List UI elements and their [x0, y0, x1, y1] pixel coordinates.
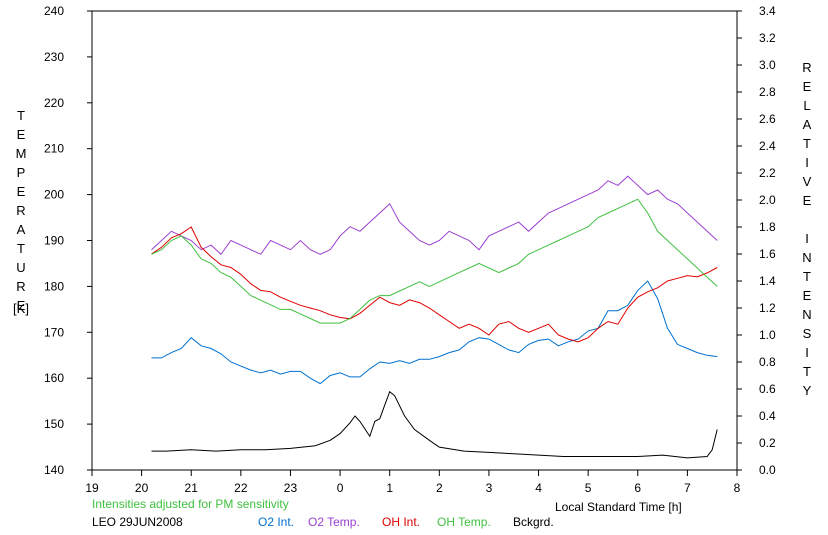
x-tick-label: 23	[284, 481, 298, 495]
right-tick-label: 1.8	[759, 220, 776, 234]
x-axis-ticks: 19 20 21 22 23 0 1 2 3 4 5 6 7 8	[85, 470, 741, 495]
left-tick-label: 200	[44, 188, 64, 202]
left-tick-label: 140	[44, 463, 64, 477]
x-tick-label: 7	[684, 481, 691, 495]
x-tick-label: 8	[734, 481, 741, 495]
right-tick-label: 0.4	[759, 409, 776, 423]
left-tick-label: 170	[44, 325, 64, 339]
right-tick-label: 0.8	[759, 355, 776, 369]
right-tick-label: 0.0	[759, 463, 776, 477]
left-tick-label: 150	[44, 417, 64, 431]
right-tick-label: 3.4	[759, 4, 776, 18]
right-tick-label: 0.2	[759, 436, 776, 450]
x-tick-label: 1	[386, 481, 393, 495]
station-label: LEO 29JUN2008	[92, 515, 183, 529]
legend-oh-temp: OH Temp.	[437, 515, 491, 529]
right-tick-label: 1.2	[759, 301, 776, 315]
legend-o2-int: O2 Int.	[258, 515, 295, 529]
x-tick-label: 20	[135, 481, 149, 495]
right-tick-label: 2.2	[759, 166, 776, 180]
x-tick-label: 4	[535, 481, 542, 495]
x-tick-label: 6	[634, 481, 641, 495]
x-tick-label: 0	[337, 481, 344, 495]
series-line-oh-int	[151, 226, 718, 343]
left-tick-label: 160	[44, 371, 64, 385]
left-tick-label: 220	[44, 96, 64, 110]
right-tick-label: 2.0	[759, 193, 776, 207]
x-tick-label: 19	[85, 481, 99, 495]
right-tick-label: 0.6	[759, 382, 776, 396]
right-tick-label: 2.8	[759, 85, 776, 99]
left-axis-unit: [K]	[13, 301, 29, 316]
right-tick-label: 3.2	[759, 31, 776, 45]
right-tick-label: 3.0	[759, 58, 776, 72]
x-tick-label: 22	[234, 481, 248, 495]
right-tick-label: 1.6	[759, 247, 776, 261]
series-line-oh-temp	[151, 198, 718, 324]
plot-frame	[91, 10, 738, 471]
x-tick-label: 5	[585, 481, 592, 495]
right-tick-label: 1.4	[759, 274, 776, 288]
x-tick-label: 21	[185, 481, 199, 495]
right-tick-label: 2.6	[759, 112, 776, 126]
legend-o2-temp: O2 Temp.	[308, 515, 360, 529]
legend-oh-int: OH Int.	[382, 515, 421, 529]
left-tick-label: 230	[44, 50, 64, 64]
left-tick-label: 180	[44, 279, 64, 293]
note-label: Intensities adjusted for PM sensitivity	[92, 497, 289, 511]
series-layer	[151, 175, 718, 459]
right-tick-label: 1.0	[759, 328, 776, 342]
x-tick-label: 3	[486, 481, 493, 495]
x-axis-label: Local Standard Time [h]	[555, 500, 682, 514]
legend-bckgrd: Bckgrd.	[513, 515, 554, 529]
left-tick-label: 190	[44, 234, 64, 248]
left-axis-ticks: 140 150 160 170 180 190 200 210 220 230 240	[44, 4, 92, 477]
left-tick-label: 240	[44, 4, 64, 18]
left-tick-label: 210	[44, 142, 64, 156]
right-axis-ticks: 0.0 0.2 0.4 0.6 0.8 1.0 1.2 1.4 1.6 1.8 2.0 2.2 2.4 2…	[737, 4, 776, 477]
right-tick-label: 2.4	[759, 139, 776, 153]
series-line-o2-temp	[151, 175, 718, 256]
x-tick-label: 2	[436, 481, 443, 495]
series-line-o2-int	[151, 280, 718, 385]
series-line-bckgrd	[151, 390, 718, 459]
